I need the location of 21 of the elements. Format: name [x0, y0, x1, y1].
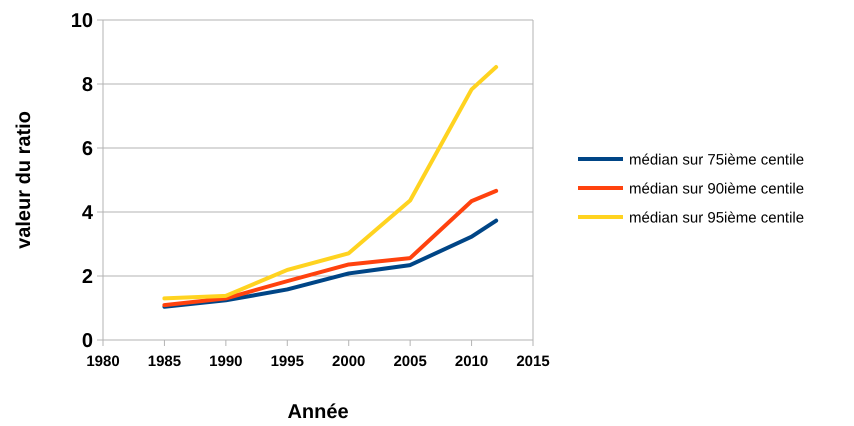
x-tick-label: 2010	[454, 353, 488, 370]
x-tick-label: 2015	[516, 353, 550, 370]
y-axis-title: valeur du ratio	[13, 111, 35, 249]
y-tick-label: 8	[82, 74, 93, 96]
legend-label: médian sur 75ième centile	[629, 151, 804, 168]
y-tick-label: 0	[82, 330, 93, 352]
x-tick-label: 2005	[393, 353, 427, 370]
y-tick-label: 2	[82, 266, 93, 288]
x-tick-label: 1990	[209, 353, 243, 370]
line-series	[162, 188, 498, 308]
legend-label: médian sur 95ième centile	[629, 209, 804, 226]
line-series	[162, 65, 498, 300]
x-tick-label: 1985	[148, 353, 182, 370]
y-tick-label: 6	[82, 138, 93, 160]
legend-label: médian sur 90ième centile	[629, 180, 804, 198]
x-axis-title: Année	[287, 401, 349, 423]
y-tick-label: 4	[82, 202, 94, 224]
x-tick-label: 1995	[270, 353, 304, 370]
x-tick-label: 2000	[332, 353, 366, 370]
x-tick-label: 1980	[86, 353, 120, 370]
y-tick-label: 10	[70, 10, 93, 32]
